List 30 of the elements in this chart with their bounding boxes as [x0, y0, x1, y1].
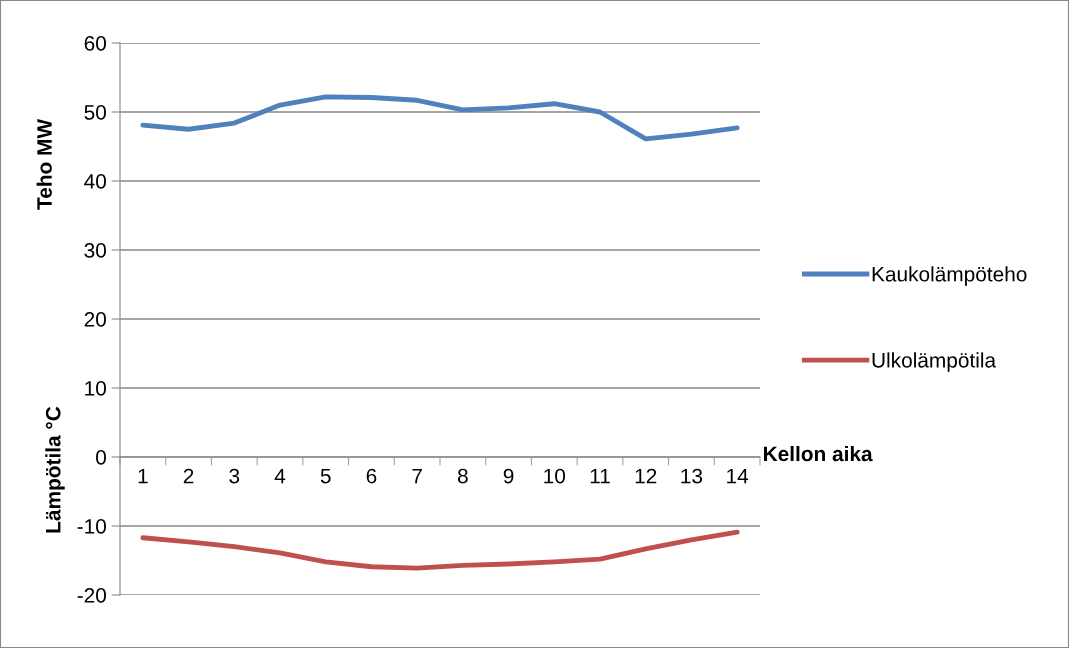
text: Lämpötila °C — [45, 406, 65, 533]
x-tick-label: 10 — [544, 468, 566, 484]
y-axis-title: Teho MW — [36, 118, 52, 210]
y-tick-label: 20 — [84, 312, 106, 327]
y-tick-label: 60 — [84, 36, 106, 51]
x-tick-label: 3 — [229, 468, 240, 484]
y-tick-label: 0 — [96, 450, 106, 465]
x-tick-label: 2 — [183, 468, 194, 484]
x-tick-label: 9 — [503, 468, 514, 484]
legend-label: Ulkolämpötila — [872, 352, 997, 372]
x-tick-label: 5 — [320, 468, 331, 484]
x-tick-label: 7 — [412, 468, 422, 484]
legend-label: Kaukolämpöteho — [872, 266, 1027, 286]
x-tick-label: 8 — [457, 468, 468, 484]
x-tick-label: 1 — [138, 468, 148, 484]
y-tick-label: 40 — [84, 174, 106, 189]
line-series — [140, 94, 740, 142]
x-tick-label: 12 — [635, 468, 657, 484]
x-tick-label: 6 — [366, 468, 377, 484]
line-series — [140, 529, 740, 571]
x-tick-label: 4 — [274, 468, 286, 484]
y-tick-label: -10 — [77, 519, 106, 534]
y-tick-label: -20 — [77, 588, 106, 603]
x-axis-title: Kellon aika — [764, 445, 873, 462]
y-tick-label: 10 — [85, 381, 106, 396]
y-tick-label: 50 — [84, 105, 106, 120]
x-tick-label: 11 — [590, 468, 610, 484]
y-tick-label: 30 — [84, 243, 106, 258]
x-tick-label: 14 — [727, 468, 749, 484]
x-tick-label: 13 — [681, 468, 703, 484]
